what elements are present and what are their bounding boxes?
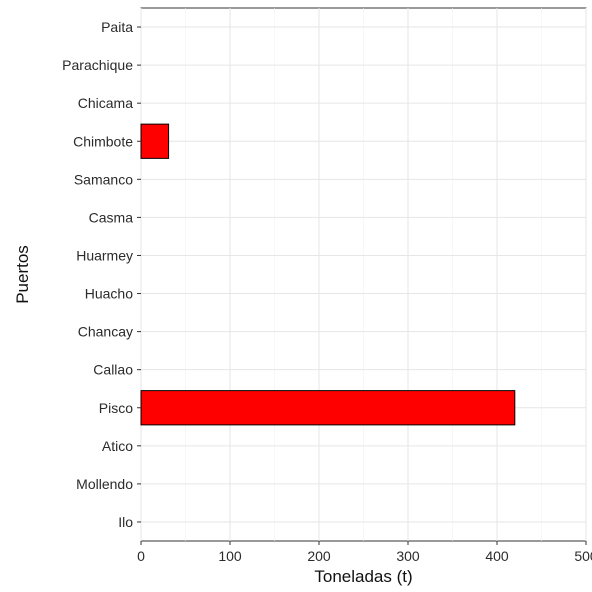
x-tick-label: 300: [396, 548, 420, 564]
bars: [140, 123, 516, 426]
x-tick-label: 0: [137, 548, 145, 564]
x-tick-labels: 0 100 200 300 400 500: [137, 541, 592, 564]
y-tick-label: Chimbote: [73, 133, 133, 149]
x-axis-label: Toneladas (t): [314, 567, 412, 586]
x-tick-label: 200: [307, 548, 331, 564]
bar-pisco: [140, 390, 516, 426]
y-tick-label: Ilo: [118, 514, 133, 530]
y-tick-label: Paita: [101, 19, 133, 35]
y-tick-label: Chancay: [78, 324, 133, 340]
bar-chimbote: [140, 123, 170, 159]
x-tick-label: 100: [218, 548, 242, 564]
y-tick-label: Casma: [89, 209, 134, 225]
y-tick-label: Huacho: [85, 286, 133, 302]
y-tick-label: Huarmey: [76, 247, 133, 263]
y-axis-label: Puertos: [13, 245, 32, 304]
x-tick-label: 500: [574, 548, 592, 564]
y-tick-label: Atico: [102, 438, 133, 454]
y-tick-label: Pisco: [99, 400, 133, 416]
y-tick-label: Callao: [93, 362, 133, 378]
y-tick-label: Samanco: [74, 171, 133, 187]
grid-lines: [140, 8, 587, 541]
y-tick-label: Mollendo: [76, 476, 133, 492]
y-tick-label: Chicama: [78, 95, 133, 111]
y-tick-labels: Paita Parachique Chicama Chimbote Samanco Cas…: [62, 19, 141, 530]
x-tick-label: 400: [485, 548, 509, 564]
y-tick-label: Parachique: [62, 57, 133, 73]
